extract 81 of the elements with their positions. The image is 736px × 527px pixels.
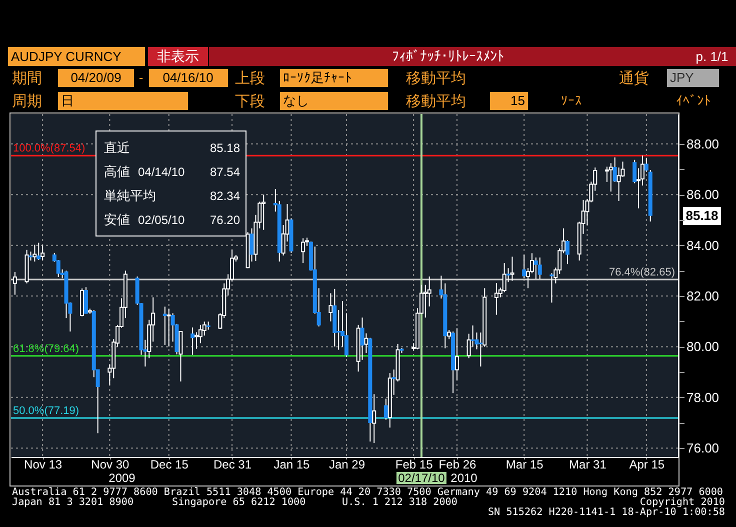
y-tick-label: 86.00 [686, 187, 720, 202]
text: なし [283, 94, 309, 109]
text: Australia 61 2 9777 8600 Brazil 5511 3048 4500 Europe 44 20 7330 7500 Germany 49 69 9204 1210 Hong Kong 852 2977 6000 [12, 487, 724, 498]
chart-title: ﾌｨﾎﾞﾅｯﾁ･ﾘﾄﾚｰｽﾒﾝﾄ [392, 49, 504, 65]
text: - [138, 70, 144, 85]
text: ｿｰｽ [561, 94, 582, 109]
annotation: 02/05/10 [138, 213, 186, 227]
annotation: 高値 [104, 164, 130, 180]
y-tick-label: 88.00 [686, 136, 720, 152]
x-tick-label: Nov 13 [24, 458, 62, 472]
y-tick-label: 78.00 [686, 390, 720, 405]
ref-line-label: 76.4%(82.65) [608, 266, 675, 279]
ref-line-label: 50.0%(77.19) [13, 404, 80, 417]
text: 下段 [235, 92, 265, 110]
candlestick [336, 309, 341, 350]
text: ﾛｰｿｸ足ﾁｬｰﾄ [283, 71, 352, 86]
candlestick [262, 194, 266, 230]
x-tick-label: Dec 15 [150, 458, 189, 472]
text: 15 [510, 93, 525, 108]
annotation: 85.18 [210, 141, 240, 155]
candlestick [454, 328, 459, 380]
text: ｲﾍﾞﾝﾄ [676, 94, 711, 109]
text: SN 515262 H220-1141-1 18-Apr-10 1:00:58 [488, 507, 725, 518]
x-tick-label: Jan 29 [328, 458, 366, 472]
x-tick-label: Mar 31 [569, 458, 607, 472]
annotation: 安値 [104, 212, 130, 228]
text: 85.18 [686, 208, 718, 223]
candlestick [494, 282, 498, 316]
text: 2010 [450, 471, 478, 485]
text: p. 1/1 [696, 49, 728, 64]
x-tick-label: Nov 30 [91, 458, 130, 472]
annotation: 76.20 [210, 213, 240, 227]
y-tick-label: 76.00 [686, 440, 720, 456]
x-tick-label: Feb 15 [395, 458, 434, 472]
candlestick [534, 256, 538, 280]
candlestick [36, 242, 41, 261]
text: U.S. 1 212 318 2000 [342, 497, 458, 508]
text: Japan 81 3 3201 8900 [12, 497, 134, 508]
text: 通貨 [619, 69, 649, 87]
text: Copyright 2010 [640, 497, 725, 508]
text: 移動平均 [406, 69, 466, 87]
annotation: 04/14/10 [138, 165, 186, 179]
candlestick [162, 306, 167, 346]
y-tick-label: 82.00 [686, 288, 720, 304]
candlestick [84, 286, 88, 314]
annotation: 87.54 [210, 165, 240, 179]
text: 2009 [108, 471, 136, 485]
y-tick-label: 84.00 [686, 238, 720, 253]
candlestick [550, 272, 554, 304]
ref-line-label: 61.8%(79.64) [13, 342, 80, 355]
text: AUDJPY CURNCY [11, 49, 122, 64]
candlestick [190, 326, 195, 356]
candlestick [166, 308, 171, 347]
text: 期間 [12, 69, 42, 87]
annotation: 直近 [104, 141, 130, 156]
text: JPY [670, 70, 694, 85]
x-tick-label: Feb 26 [438, 458, 476, 472]
x-tick-label: Jan 15 [274, 458, 310, 472]
y-tick-label: 80.00 [686, 339, 720, 354]
text: 04/16/10 [162, 70, 214, 85]
x-tick-label: Apr 15 [629, 458, 665, 472]
text: 上段 [235, 69, 265, 87]
text: 非表示 [157, 49, 199, 65]
annotation: 単純平均 [104, 189, 156, 204]
text: 04/20/09 [70, 70, 122, 85]
text: 移動平均 [406, 92, 466, 110]
candlestick [510, 256, 514, 282]
candlestick [538, 256, 542, 280]
candlestick [301, 238, 306, 264]
x-tick-label: Mar 15 [506, 458, 544, 472]
x-tick-label: Dec 31 [214, 458, 252, 472]
ref-line-label: 100.0%(87.54) [13, 142, 86, 155]
text: Singapore 65 6212 1000 [172, 497, 306, 508]
text: 日 [61, 94, 74, 109]
candlestick [32, 244, 37, 262]
candlestick [40, 244, 45, 261]
candlestick [360, 317, 364, 360]
ref-line-label: 02/17/10 [398, 471, 446, 485]
annotation: 82.34 [210, 189, 240, 203]
candlestick [194, 332, 198, 350]
text: 周期 [12, 92, 42, 110]
